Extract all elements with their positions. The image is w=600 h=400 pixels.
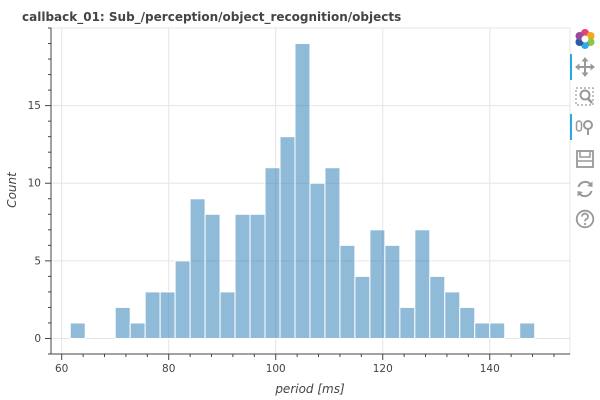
histogram-bar	[354, 275, 371, 339]
chart-title: callback_01: Sub_/perception/object_reco…	[22, 10, 401, 25]
histogram-bar	[204, 213, 221, 339]
x-tick-label: 140	[480, 363, 500, 375]
reset-tool-icon	[577, 181, 593, 197]
histogram-bar	[399, 306, 416, 339]
reset-tool[interactable]	[572, 176, 598, 202]
histogram-bar	[234, 213, 251, 339]
box-zoom-tool-icon	[575, 87, 594, 106]
y-tick-label: 10	[28, 178, 41, 190]
histogram-bar	[444, 291, 461, 339]
y-tick-label: 15	[28, 100, 41, 112]
bokeh-logo[interactable]	[572, 26, 598, 52]
x-axis-label: period [ms]	[274, 382, 345, 396]
histogram-bar	[339, 244, 356, 339]
save-tool-icon	[576, 150, 594, 168]
bokeh-logo-icon	[575, 29, 595, 49]
histogram-bar	[144, 291, 161, 339]
histogram-bar	[294, 43, 311, 339]
histogram-bar	[369, 229, 386, 339]
histogram-bar	[114, 306, 131, 339]
y-axis-ticks: 0 5 10 15	[28, 27, 51, 355]
pan-tool-icon	[575, 57, 595, 77]
histogram-bar	[324, 167, 341, 339]
histogram-bar	[489, 322, 506, 339]
y-axis-label: Count	[5, 171, 19, 208]
help-tool-icon	[575, 209, 595, 229]
y-tick-label: 5	[34, 255, 41, 267]
axes	[50, 28, 570, 355]
x-tick-label: 120	[373, 363, 393, 375]
histogram-bar	[279, 136, 296, 339]
x-tick-label: 80	[162, 363, 175, 375]
help-tool[interactable]	[572, 206, 598, 232]
histogram-bar	[459, 306, 476, 339]
wheel-zoom-tool[interactable]	[570, 114, 598, 140]
histogram-bar	[519, 322, 536, 339]
box-zoom-tool[interactable]	[572, 84, 598, 110]
y-tick-label: 0	[34, 333, 41, 345]
histogram-bar	[309, 182, 326, 339]
histogram-bar	[264, 167, 281, 339]
histogram-bar	[174, 260, 191, 339]
x-tick-label: 100	[266, 363, 286, 375]
x-tick-label: 60	[55, 363, 68, 375]
histogram-bar	[69, 322, 86, 339]
histogram-bar	[474, 322, 491, 339]
histogram-bar	[249, 213, 266, 339]
histogram-bar	[129, 322, 146, 339]
save-tool[interactable]	[572, 146, 598, 172]
pan-tool[interactable]	[570, 54, 598, 80]
histogram-bar	[219, 291, 236, 339]
wheel-zoom-tool-icon	[575, 120, 593, 135]
histogram-bars	[69, 43, 536, 339]
x-axis-ticks: 60 80 100 120 140	[55, 354, 555, 375]
histogram-bar	[384, 244, 401, 339]
histogram-bar	[189, 198, 206, 339]
histogram-bar	[414, 229, 431, 339]
histogram-bar	[159, 291, 176, 339]
histogram-bar	[429, 275, 446, 339]
